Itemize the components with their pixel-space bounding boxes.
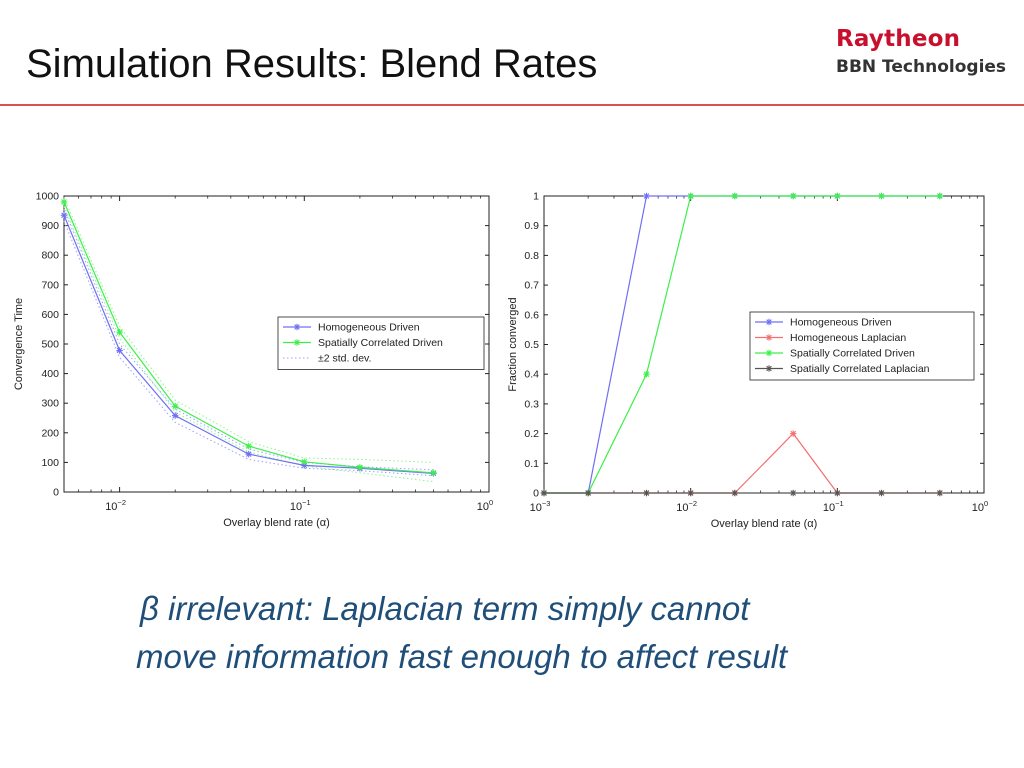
right-chart-y-tick-label: 0.3 bbox=[524, 398, 539, 410]
left-chart-y-tick-label: 0 bbox=[53, 487, 59, 499]
left-chart-legend-item-spatially-correlated-driven: Spatially Correlated Driven bbox=[283, 337, 443, 349]
left-chart-series-spatially-correlated-driven-point bbox=[60, 198, 68, 206]
left-chart-series-spatially-correlated-driven-point bbox=[172, 402, 179, 410]
left-chart-legend-label: ±2 std. dev. bbox=[318, 353, 371, 365]
right-chart-x-axis-label: Overlay blend rate (α) bbox=[711, 518, 818, 530]
right-chart-legend-label: Homogeneous Laplacian bbox=[790, 332, 906, 344]
left-chart-y-tick-label: 1000 bbox=[36, 191, 60, 203]
caption-line-2: move information fast enough to affect r… bbox=[136, 638, 788, 675]
right-chart-series-spatially-correlated-laplacian-point bbox=[643, 489, 650, 497]
right-chart-y-axis-label: Fraction converged bbox=[507, 297, 519, 391]
left-chart-y-tick-label: 300 bbox=[41, 398, 59, 410]
caption-line-1: β irrelevant: Laplacian term simply cann… bbox=[140, 590, 750, 627]
right-chart-series-spatially-correlated-driven-point bbox=[789, 192, 797, 200]
left-chart-y-axis-label: Convergence Time bbox=[13, 298, 25, 390]
left-chart-series-spatially-correlated-driven-point bbox=[301, 458, 308, 466]
left-chart-series-homogeneous-driven-point bbox=[245, 450, 252, 458]
left-chart-y-tick-label: 800 bbox=[41, 250, 59, 262]
right-chart-legend-marker bbox=[765, 318, 773, 326]
right-chart-x-tick-label: 10−2 bbox=[676, 499, 697, 514]
left-chart-series-spatially-correlated-driven bbox=[60, 198, 437, 476]
right-chart-legend-box bbox=[749, 311, 975, 381]
left-chart-legend-label: Homogeneous Driven bbox=[318, 322, 420, 334]
right-chart-series-spatially-correlated-driven-point bbox=[936, 192, 944, 200]
left-chart-series-spatially-correlated-driven-point bbox=[116, 328, 123, 336]
logo-bbn-text: BBN Technologies bbox=[836, 57, 1007, 77]
left-chart-y-tick-label: 500 bbox=[41, 339, 59, 351]
right-chart-y-tick-label: 0.7 bbox=[524, 280, 539, 292]
right-chart-series-spatially-correlated-driven-point bbox=[834, 192, 841, 200]
right-chart-series-spatially-correlated-laplacian-point bbox=[789, 489, 797, 497]
left-chart-y-tick-label: 900 bbox=[41, 220, 59, 232]
left-chart-x-tick-label: 10−2 bbox=[105, 498, 126, 513]
right-chart-series-spatially-correlated-laplacian-point bbox=[936, 489, 944, 497]
left-chart-std-band-1-upper bbox=[63, 197, 434, 463]
raytheon-bbn-logo: Raytheon BBN Technologies bbox=[836, 26, 1006, 86]
right-chart-legend-label: Homogeneous Driven bbox=[790, 317, 892, 329]
left-chart-y-tick-label: 700 bbox=[41, 279, 59, 291]
right-chart-series-spatially-correlated-driven-point bbox=[643, 371, 650, 378]
left-chart-series-spatially-correlated-driven-point bbox=[356, 464, 364, 471]
right-chart-series-spatially-correlated-laplacian-point bbox=[687, 489, 694, 497]
right-chart-series-spatially-correlated-laplacian bbox=[540, 489, 944, 497]
left-chart-series-spatially-correlated-driven-point bbox=[430, 469, 437, 476]
right-chart-y-tick-label: 0.2 bbox=[524, 428, 539, 440]
left-chart-y-tick-label: 400 bbox=[41, 368, 59, 380]
right-chart-y-tick-label: 1 bbox=[533, 191, 539, 203]
left-chart-legend-box bbox=[277, 316, 485, 370]
left-chart-legend-marker bbox=[293, 323, 301, 331]
right-chart-series-spatially-correlated-laplacian-point bbox=[878, 489, 885, 497]
right-chart-series-spatially-correlated-laplacian-point bbox=[834, 489, 841, 497]
right-chart-legend-item-homogeneous-laplacian: Homogeneous Laplacian bbox=[755, 332, 906, 344]
right-chart-legend-item-homogeneous-driven: Homogeneous Driven bbox=[755, 317, 892, 329]
right-chart-legend-item-spatially-correlated-laplacian: Spatially Correlated Laplacian bbox=[755, 363, 930, 375]
right-chart-legend-marker bbox=[765, 334, 773, 341]
right-chart-legend-marker bbox=[765, 365, 773, 372]
right-chart-series-spatially-correlated-laplacian-point bbox=[731, 489, 739, 497]
left-chart-legend-marker bbox=[293, 339, 301, 346]
left-chart-legend-item-homogeneous-driven: Homogeneous Driven bbox=[283, 322, 420, 334]
left-chart-series-homogeneous-driven-point bbox=[116, 347, 123, 354]
right-chart-series-spatially-correlated-driven-point bbox=[878, 192, 885, 200]
left-chart-std-band-1-lower bbox=[63, 206, 434, 483]
slide-title: Simulation Results: Blend Rates bbox=[26, 42, 598, 86]
left-chart-y-tick-label: 200 bbox=[41, 427, 59, 439]
fraction-converged-chart: 0 0.1 0.2 0.3 0.4 0.5 0.6 0.7 0.8 0.9 1 10−3 10−2 10−… bbox=[504, 178, 998, 540]
right-chart-legend-marker bbox=[765, 349, 773, 357]
right-chart-legend-item-spatially-correlated-driven: Spatially Correlated Driven bbox=[755, 348, 915, 360]
right-chart-legend: Homogeneous Driven Homogeneous Laplacian S… bbox=[749, 311, 975, 381]
title-divider bbox=[0, 104, 1024, 106]
left-chart-x-tick-label: 10−1 bbox=[290, 498, 311, 513]
right-chart-y-tick-label: 0.5 bbox=[524, 339, 539, 351]
left-chart-y-tick-label: 100 bbox=[41, 457, 59, 469]
logo-raytheon-text: Raytheon bbox=[836, 26, 961, 52]
right-chart-x-tick-label: 10−3 bbox=[530, 499, 551, 514]
right-chart-series-spatially-correlated-driven-point bbox=[731, 192, 739, 200]
right-chart-series-homogeneous-laplacian-point bbox=[789, 430, 797, 437]
right-chart-series-spatially-correlated-driven-point bbox=[687, 192, 694, 200]
left-chart-series-homogeneous-driven-point bbox=[172, 412, 179, 419]
right-chart-y-tick-label: 0.6 bbox=[524, 309, 539, 321]
left-chart-series-spatially-correlated-driven-point bbox=[245, 442, 252, 450]
left-chart-series-homogeneous-driven-point bbox=[60, 212, 68, 219]
right-chart-y-tick-label: 0.8 bbox=[524, 250, 539, 262]
left-chart-y-tick-label: 600 bbox=[41, 309, 59, 321]
right-chart-series-spatially-correlated-laplacian-point bbox=[584, 489, 592, 497]
right-chart-y-tick-label: 0.1 bbox=[524, 458, 539, 470]
convergence-time-chart: 0 100 200 300 400 500 600 700 800 900 1000 10−2 10−1… bbox=[8, 178, 496, 538]
right-chart-x-tick-label: 100 bbox=[972, 499, 988, 514]
right-chart-legend-label: Spatially Correlated Driven bbox=[790, 348, 915, 360]
right-chart-series-homogeneous-driven-point bbox=[643, 192, 650, 200]
right-chart-x-tick-label: 10−1 bbox=[823, 499, 844, 514]
left-chart-legend: Homogeneous Driven Spatially Correlated D… bbox=[277, 316, 485, 370]
right-chart-y-tick-label: 0.9 bbox=[524, 220, 539, 232]
right-chart-y-tick-label: 0 bbox=[533, 488, 539, 500]
left-chart-x-tick-label: 100 bbox=[477, 498, 493, 513]
right-chart-series-spatially-correlated-laplacian-point bbox=[540, 489, 548, 497]
left-chart-legend-item-2-std-dev: ±2 std. dev. bbox=[283, 353, 371, 365]
left-chart-legend-label: Spatially Correlated Driven bbox=[318, 337, 443, 349]
left-chart-x-axis-label: Overlay blend rate (α) bbox=[223, 517, 330, 529]
right-chart-legend-label: Spatially Correlated Laplacian bbox=[790, 363, 930, 375]
right-chart-y-tick-label: 0.4 bbox=[524, 369, 539, 381]
